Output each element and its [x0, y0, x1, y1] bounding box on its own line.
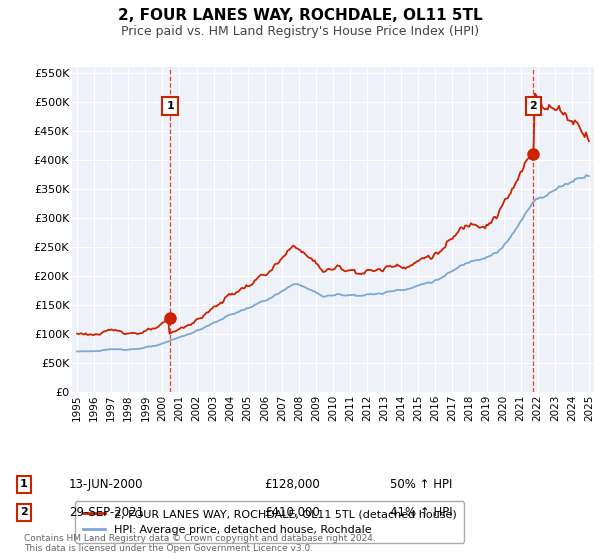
Text: Contains HM Land Registry data © Crown copyright and database right 2024.
This d: Contains HM Land Registry data © Crown c… [24, 534, 376, 553]
Text: 1: 1 [20, 479, 28, 489]
Text: 29-SEP-2021: 29-SEP-2021 [69, 506, 144, 519]
Text: 13-JUN-2000: 13-JUN-2000 [69, 478, 143, 491]
Text: £410,000: £410,000 [264, 506, 320, 519]
Legend: 2, FOUR LANES WAY, ROCHDALE, OL11 5TL (detached house), HPI: Average price, deta: 2, FOUR LANES WAY, ROCHDALE, OL11 5TL (d… [75, 502, 464, 543]
Text: 1: 1 [166, 101, 174, 111]
Text: 2, FOUR LANES WAY, ROCHDALE, OL11 5TL: 2, FOUR LANES WAY, ROCHDALE, OL11 5TL [118, 8, 482, 24]
Text: £128,000: £128,000 [264, 478, 320, 491]
Text: 41% ↑ HPI: 41% ↑ HPI [390, 506, 452, 519]
Text: 2: 2 [20, 507, 28, 517]
Text: 2: 2 [530, 101, 538, 111]
Text: Price paid vs. HM Land Registry's House Price Index (HPI): Price paid vs. HM Land Registry's House … [121, 25, 479, 38]
Text: 50% ↑ HPI: 50% ↑ HPI [390, 478, 452, 491]
